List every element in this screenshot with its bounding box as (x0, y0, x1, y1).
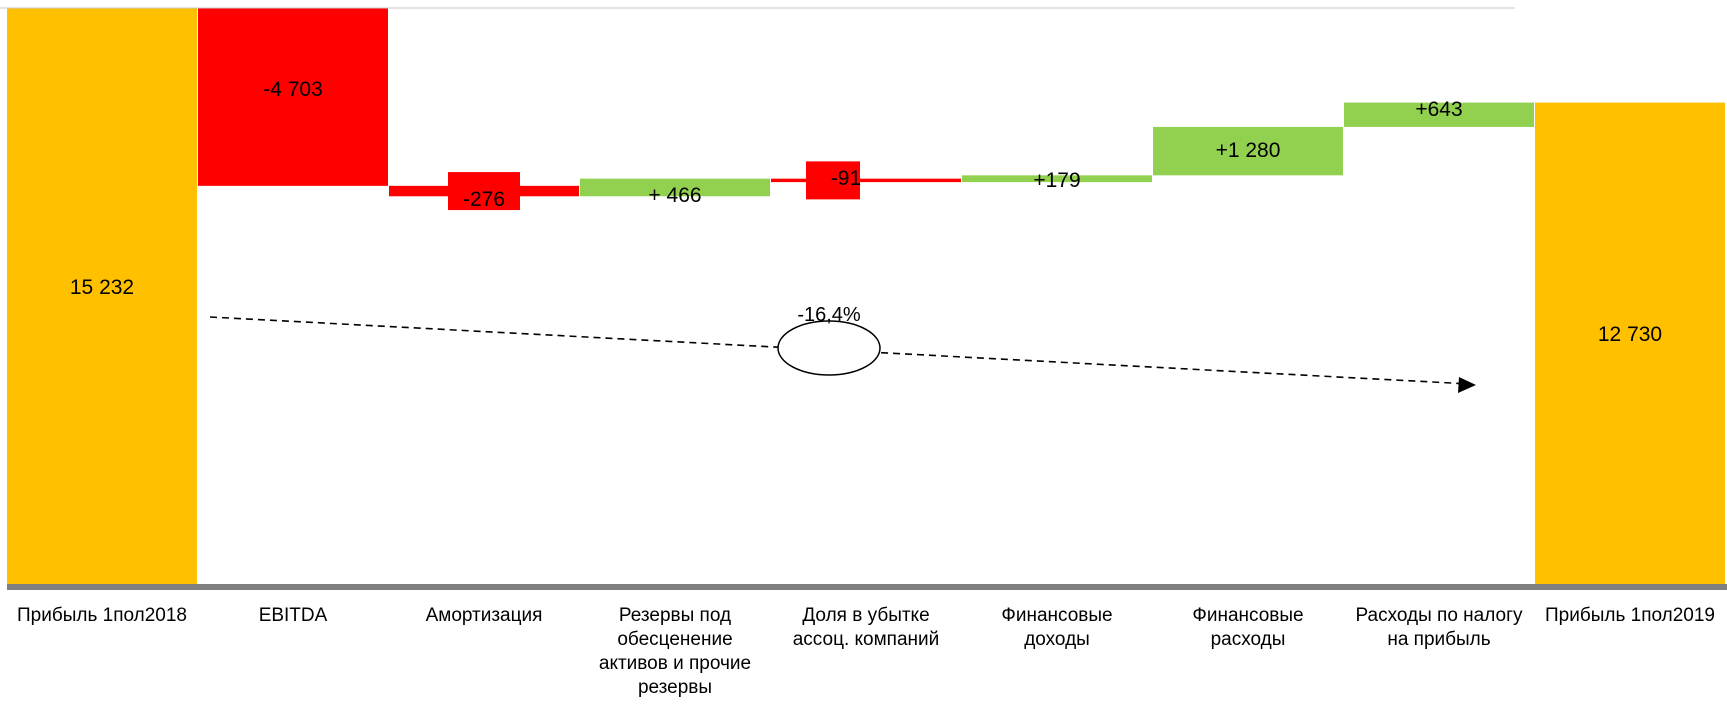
bar-6 (1153, 126, 1343, 176)
change-percent-label: -16,4% (797, 304, 861, 326)
trend-arrowhead (1458, 377, 1476, 393)
bar-7 (1344, 102, 1534, 127)
x-axis-line (7, 584, 1727, 590)
value-label-1: -4 703 (263, 78, 323, 101)
value-label-6: +1 280 (1215, 139, 1281, 163)
category-label-7: Расходы по налогу на прибыль (1355, 605, 1523, 650)
bar-5 (962, 175, 1152, 183)
value-label-0: 15 232 (69, 276, 135, 299)
value-label-3: + 466 (648, 184, 702, 208)
category-label-4: Доля в убытке ассоц. компаний (792, 605, 940, 650)
bar-4 (771, 178, 961, 183)
value-label-7: +643 (1415, 97, 1463, 121)
bar-0 (7, 8, 197, 584)
bar-8 (1535, 102, 1725, 584)
category-label-3: Резервы под обесценение активов и прочие… (598, 605, 752, 698)
category-label-2: Амортизация (425, 605, 543, 626)
bar-label-box-4 (806, 161, 860, 200)
category-label-0: Прибыль 1пол2018 (17, 605, 187, 626)
category-label-8: Прибыль 1пол2019 (1545, 605, 1715, 626)
bar-1 (198, 8, 388, 186)
value-label-4: -91 (830, 167, 862, 191)
bar-3 (580, 178, 770, 197)
bars-group (7, 8, 1725, 584)
value-label-5: +179 (1033, 169, 1081, 193)
value-label-8: 12 730 (1597, 323, 1663, 347)
value-label-2: -276 (462, 188, 506, 212)
change-oval (777, 320, 881, 376)
bar-label-box-2 (448, 172, 520, 211)
category-label-6: Финансовые расходы (1192, 605, 1304, 650)
category-label-1: EBITDA (258, 605, 328, 626)
category-label-5: Финансовые доходы (1001, 605, 1113, 650)
